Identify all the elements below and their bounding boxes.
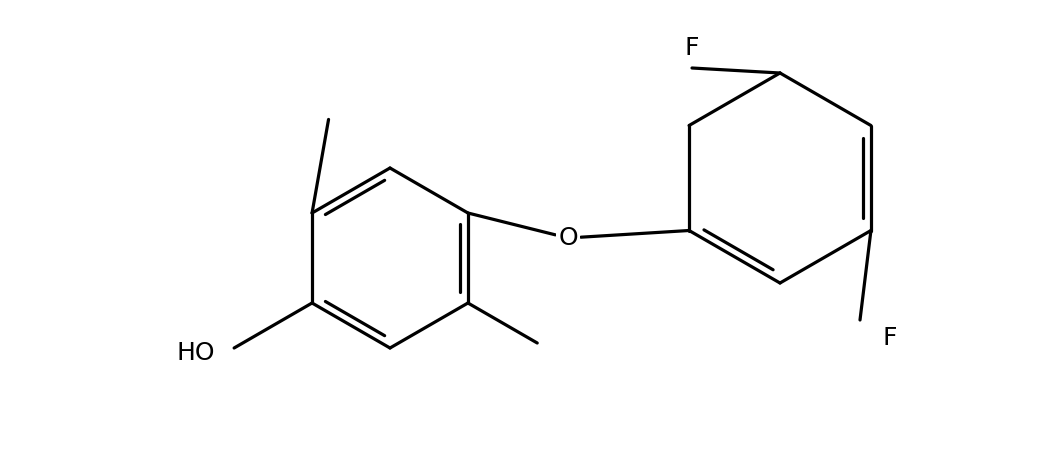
Text: HO: HO [177,341,215,365]
Text: O: O [558,226,578,250]
Text: F: F [883,326,898,350]
Text: F: F [684,36,699,60]
